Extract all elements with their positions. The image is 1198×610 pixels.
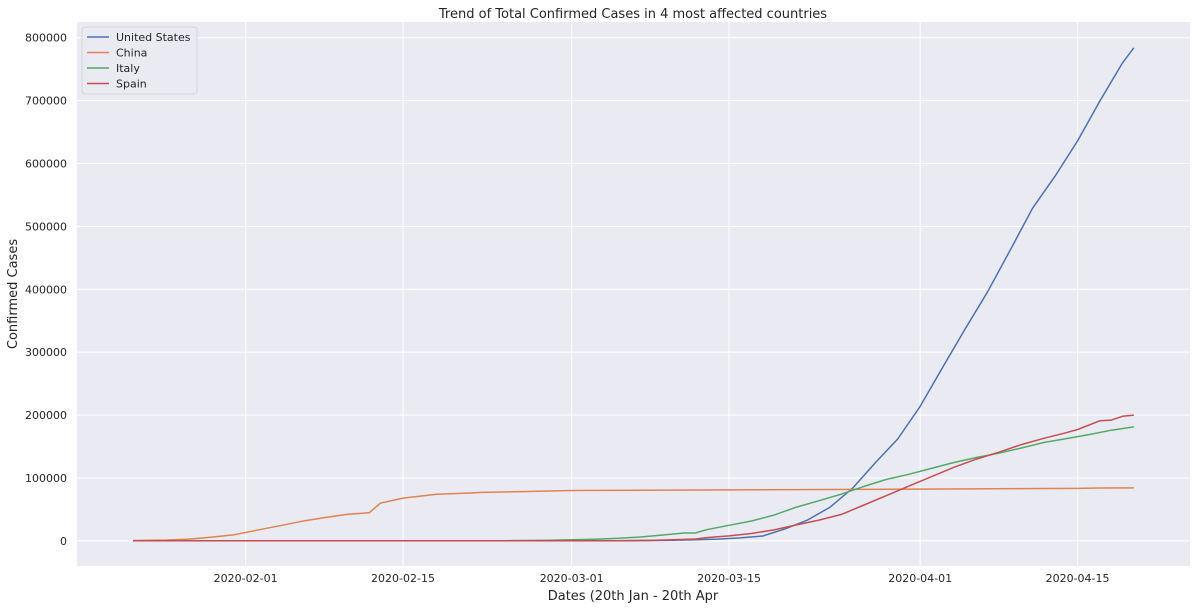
y-tick-label: 200000 bbox=[25, 409, 67, 422]
legend-box bbox=[81, 26, 198, 95]
x-axis-label: Dates (20th Jan - 20th Apr bbox=[548, 589, 719, 604]
legend-label-china: China bbox=[116, 47, 147, 60]
x-tick-label: 2020-04-01 bbox=[888, 572, 952, 585]
legend-label-italy: Italy bbox=[116, 62, 140, 75]
plot-area bbox=[77, 22, 1190, 566]
chart-title: Trend of Total Confirmed Cases in 4 most… bbox=[438, 7, 827, 22]
x-axis-ticks: 2020-02-01 2020-02-15 2020-03-01 2020-03-15… bbox=[214, 572, 1110, 585]
series-lines bbox=[133, 47, 1135, 542]
y-tick-label: 400000 bbox=[25, 283, 67, 296]
legend: United States China Italy Spain bbox=[81, 26, 198, 95]
x-tick-label: 2020-02-01 bbox=[214, 572, 278, 585]
legend-label-spain: Spain bbox=[116, 78, 147, 91]
x-tick-label: 2020-04-15 bbox=[1046, 572, 1110, 585]
series-line-china bbox=[133, 487, 1134, 542]
y-tick-label: 0 bbox=[60, 535, 67, 548]
y-axis-ticks: 0 100000 200000 300000 400000 500000 600000 700… bbox=[25, 32, 67, 548]
series-line-italy bbox=[133, 426, 1134, 542]
series-line-spain bbox=[133, 414, 1134, 542]
y-tick-label: 700000 bbox=[25, 95, 67, 108]
gridlines bbox=[77, 22, 1190, 566]
y-tick-label: 300000 bbox=[25, 346, 67, 359]
y-tick-label: 800000 bbox=[25, 32, 67, 45]
x-tick-label: 2020-03-15 bbox=[697, 572, 761, 585]
y-axis-label: Confirmed Cases bbox=[6, 239, 21, 349]
x-tick-label: 2020-03-01 bbox=[540, 572, 604, 585]
y-tick-label: 500000 bbox=[25, 220, 67, 233]
legend-label-united-states: United States bbox=[116, 31, 191, 44]
x-tick-label: 2020-02-15 bbox=[371, 572, 435, 585]
y-tick-label: 600000 bbox=[25, 158, 67, 171]
y-tick-label: 100000 bbox=[25, 472, 67, 485]
